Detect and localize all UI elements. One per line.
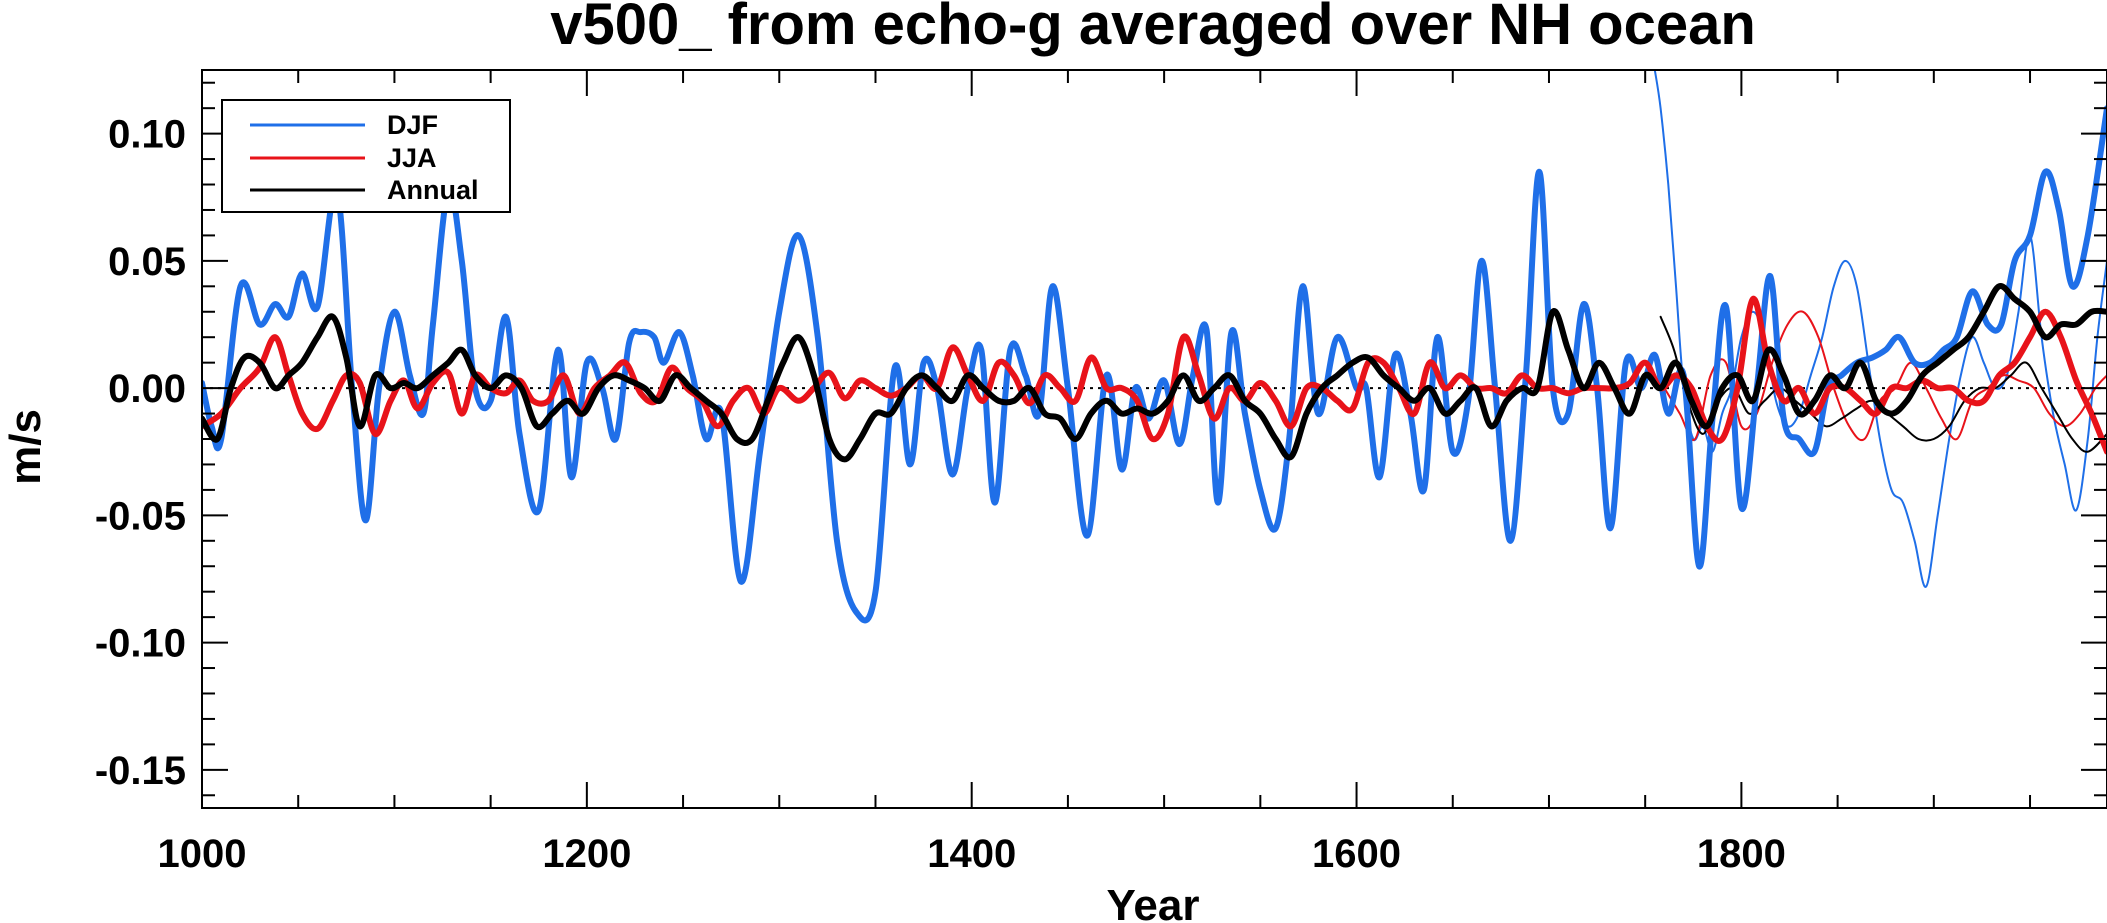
y-tick-label: 0.00 xyxy=(108,367,186,411)
legend-label-annual: Annual xyxy=(387,175,479,205)
x-tick-label: 1400 xyxy=(927,832,1016,876)
x-tick-label: 1800 xyxy=(1697,832,1786,876)
legend-label-djf: DJF xyxy=(387,110,438,140)
x-axis-label: Year xyxy=(1107,881,1200,923)
legend-label-jja: JJA xyxy=(387,143,437,173)
y-tick-label: 0.05 xyxy=(108,240,186,284)
y-axis-label: m/s xyxy=(1,409,50,485)
y-tick-label: -0.15 xyxy=(95,749,186,793)
series-line-djf xyxy=(202,105,2107,624)
x-tick-label: 1200 xyxy=(542,832,631,876)
axes-layer: 0.10 0.05 0.00 -0.05 -0.10 -0.15 1000 1200 1400 1… xyxy=(95,69,2107,876)
y-tick-label: 0.10 xyxy=(108,113,186,157)
y-tick-label: -0.05 xyxy=(95,494,186,538)
x-tick-label: 1000 xyxy=(158,832,247,876)
x-tick-label: 1600 xyxy=(1312,832,1401,876)
legend: DJF JJA Annual xyxy=(221,99,511,213)
chart-title: v500_ from echo-g averaged over NH ocean xyxy=(550,0,1756,57)
series-layer xyxy=(202,70,2107,624)
series-line-annual xyxy=(202,283,2107,463)
legend-box xyxy=(221,99,511,213)
y-tick-label: -0.10 xyxy=(95,622,186,666)
